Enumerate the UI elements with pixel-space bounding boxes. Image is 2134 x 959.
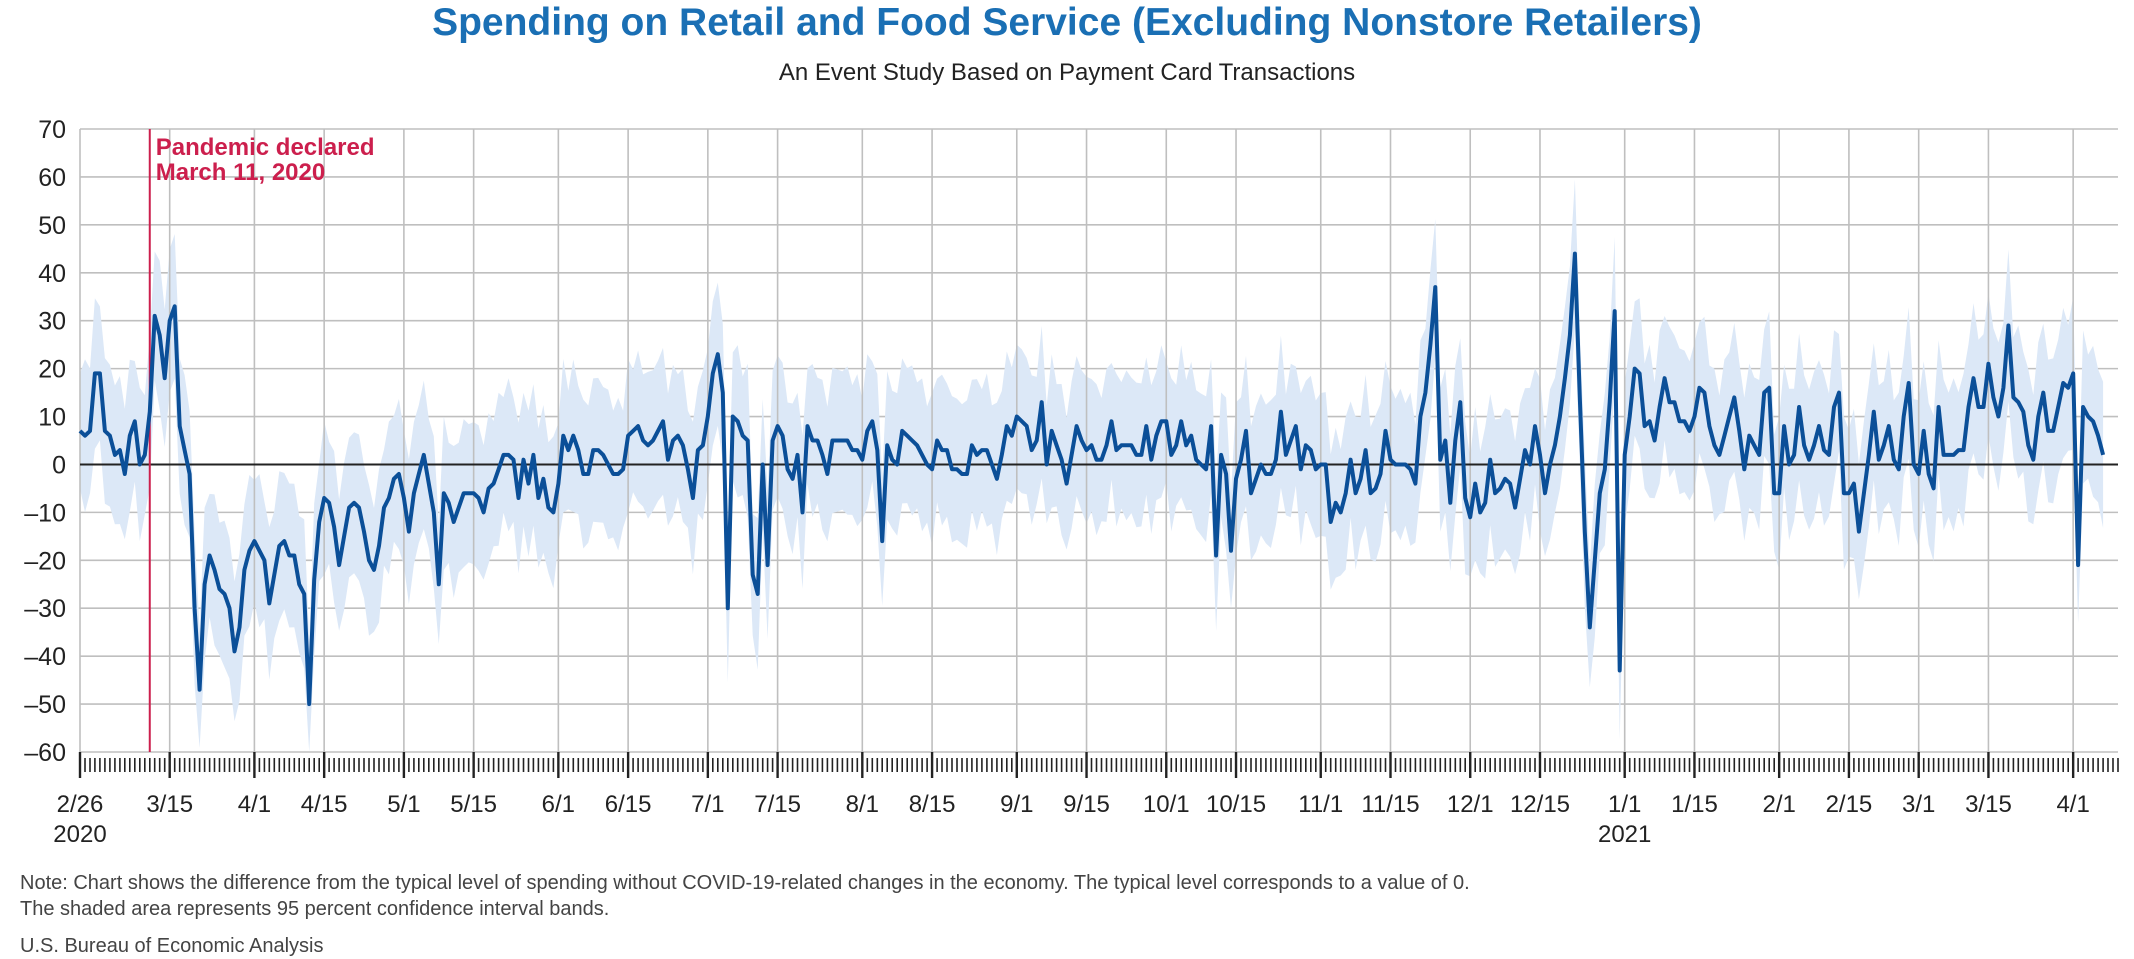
y-tick-label: 50	[38, 212, 66, 240]
x-tick-label: 7/15	[754, 791, 801, 818]
y-tick-label: –50	[24, 691, 66, 719]
annotation-label-line-1: Pandemic declared	[156, 134, 375, 161]
y-tick-label: –60	[24, 739, 66, 767]
y-tick-label: 60	[38, 164, 66, 192]
y-axis-tick-labels: 70 60 50 40 30 20 10 0 –10 –20 –30 –40 –50 –60	[24, 116, 66, 767]
x-tick-label: 8/15	[909, 791, 956, 818]
series-line	[78, 251, 2106, 707]
y-tick-label: 70	[38, 116, 66, 144]
vertical-gridlines	[79, 129, 2074, 752]
x-tick-label: 11/1	[1298, 791, 1343, 818]
x-tick-label: 2/15	[1826, 791, 1873, 818]
annotation-label-line-2: March 11, 2020	[156, 159, 325, 186]
x-axis-tick-labels: 2/26 2020 3/15 4/1 4/15 5/1 5/15 6/1 6/15 7/1 7/15…	[53, 791, 2090, 848]
x-tick-label: 4/1	[238, 791, 271, 818]
y-tick-label: –10	[24, 499, 66, 527]
x-tick-label: 1/1	[1608, 791, 1641, 818]
x-tick-label: 5/15	[450, 791, 497, 818]
y-tick-label: 0	[52, 451, 66, 479]
x-axis-minor-ticks	[79, 758, 2119, 772]
chart-note-line-2: The shaded area represents 95 percent co…	[20, 898, 610, 920]
x-tick-label: 7/1	[691, 791, 724, 818]
x-tick-label: 12/1	[1447, 791, 1494, 818]
x-tick-label: 2/1	[1762, 791, 1795, 818]
chart-subtitle: An Event Study Based on Payment Card Tra…	[778, 59, 1356, 86]
x-tick-label: 2/26	[57, 791, 104, 818]
confidence-band	[80, 179, 2104, 752]
x-tick-label: 4/15	[301, 791, 348, 818]
x-tick-label: 1/15	[1671, 791, 1718, 818]
x-tick-label: 4/1	[2056, 791, 2089, 818]
x-tick-label: 11/15	[1361, 791, 1419, 818]
y-tick-label: 30	[38, 308, 66, 336]
source-credit: U.S. Bureau of Economic Analysis	[20, 935, 324, 957]
x-tick-label: 3/15	[1965, 791, 2012, 818]
x-tick-label: 9/15	[1063, 791, 1110, 818]
x-tick-label: 9/1	[1000, 791, 1033, 818]
x-tick-label: 6/15	[605, 791, 652, 818]
y-tick-label: 10	[38, 404, 66, 432]
x-axis	[78, 752, 2119, 778]
x-tick-label: 10/1	[1143, 791, 1190, 818]
x-tick-label: 6/1	[542, 791, 575, 818]
x-tick-label: 3/15	[146, 791, 193, 818]
y-tick-label: –30	[24, 595, 66, 623]
y-tick-label: 20	[38, 356, 66, 384]
x-tick-label: 3/1	[1902, 791, 1935, 818]
x-tick-label: 8/1	[846, 791, 879, 818]
x-tick-label: 10/15	[1206, 791, 1266, 818]
x-tick-year-label: 2020	[53, 821, 106, 848]
x-tick-label: 12/15	[1510, 791, 1570, 818]
x-tick-year-label: 2021	[1598, 821, 1651, 848]
y-tick-label: 40	[38, 260, 66, 288]
y-tick-label: –20	[24, 547, 66, 575]
chart-note-line-1: Note: Chart shows the difference from th…	[20, 872, 1470, 894]
y-tick-label: –40	[24, 643, 66, 671]
chart-title: Spending on Retail and Food Service (Exc…	[432, 1, 1702, 44]
x-tick-label: 5/1	[387, 791, 420, 818]
